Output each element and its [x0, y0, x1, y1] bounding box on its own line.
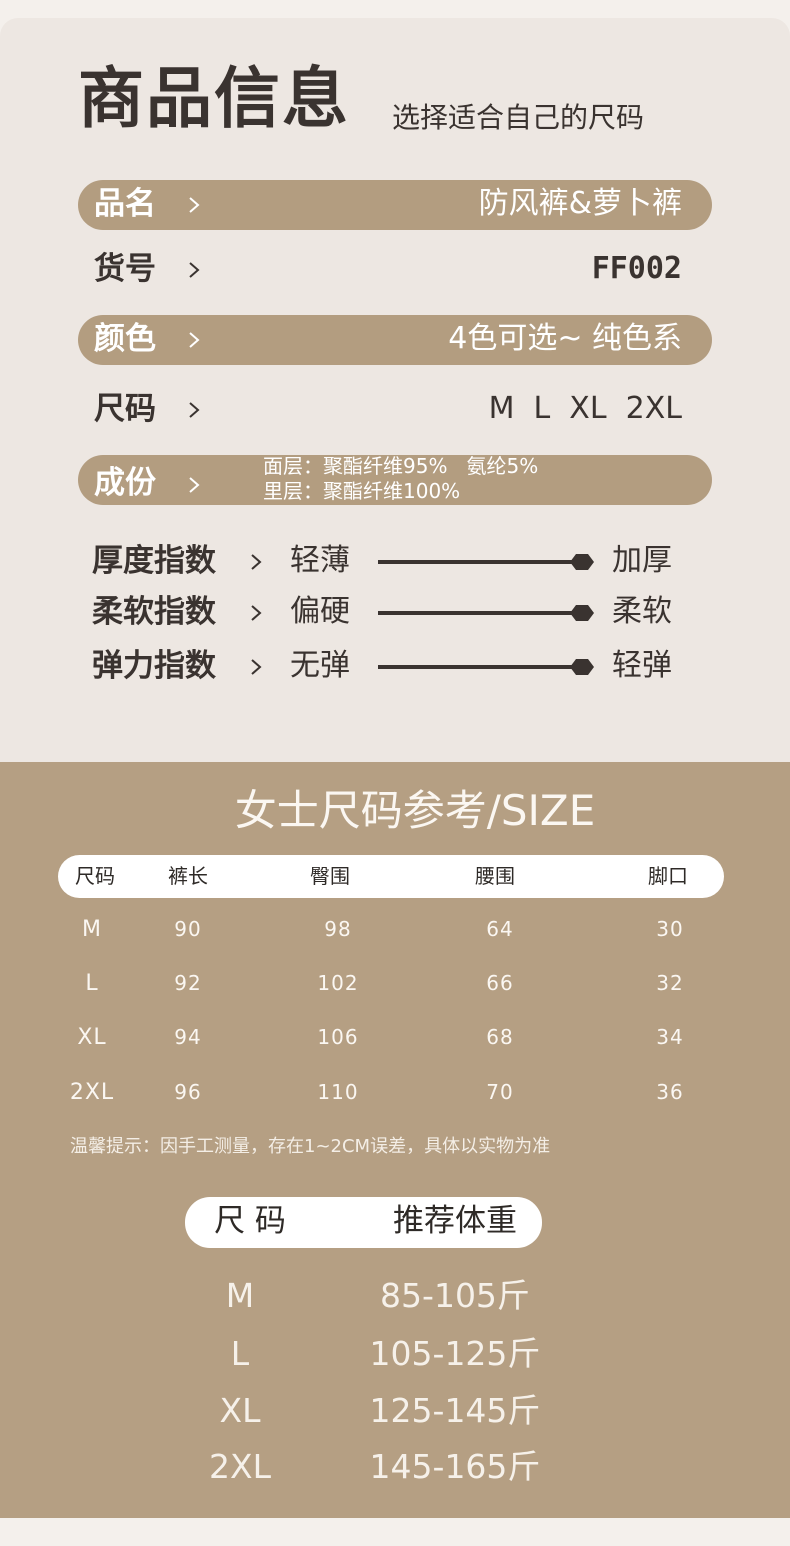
size-cell: 32 [656, 971, 684, 995]
size-header: 脚口 [648, 864, 688, 888]
size-cell: 68 [486, 1025, 514, 1049]
size-title: 女士尺码参考/SIZE [234, 786, 596, 835]
size-header: 裤长 [168, 864, 208, 888]
info-pill [78, 315, 712, 365]
index-label: 弹力指数 [92, 648, 216, 684]
size-cell: 102 [317, 971, 359, 995]
index-right: 轻弹 [612, 648, 672, 683]
subtitle: 选择适合自己的尺码 [392, 101, 645, 134]
size-cell: 94 [174, 1025, 202, 1049]
chevron [251, 605, 262, 621]
weight-header-bar [185, 1197, 542, 1248]
size-cell: 66 [486, 971, 514, 995]
size-cell: 90 [174, 917, 202, 941]
weight-cell: 2XL [209, 1447, 271, 1486]
index-right: 加厚 [612, 543, 672, 578]
info-value: FF002 [591, 251, 682, 286]
info-label: 品名 [94, 186, 156, 222]
index-slider [378, 554, 594, 570]
size-cell: 106 [317, 1025, 359, 1049]
chevron [251, 554, 262, 570]
info-label: 颜色 [94, 321, 156, 357]
info-value: 4色可选~ 纯色系 [448, 321, 682, 356]
size-cell: 110 [317, 1080, 359, 1104]
info-label: 货号 [94, 251, 156, 287]
size-cell: 96 [174, 1080, 202, 1104]
info-value: 防风裤&萝卜裤 [478, 186, 682, 221]
size-cell: 98 [324, 917, 352, 941]
chevron [189, 402, 200, 418]
index-slider [378, 659, 594, 675]
size-header-bar [58, 855, 724, 898]
size-cell: 30 [656, 917, 684, 941]
chevron [189, 332, 200, 348]
size-cell: L [85, 971, 99, 996]
chevron [189, 197, 200, 213]
index-left: 轻薄 [290, 543, 350, 578]
index-label: 厚度指数 [92, 543, 216, 579]
composition-line: 里层：聚酯纤维100% [263, 479, 461, 503]
composition-line: 面层：聚酯纤维95% 氨纶5% [263, 454, 539, 478]
size-cell: 92 [174, 971, 202, 995]
size-cell: 64 [486, 917, 514, 941]
weight-cell: 125-145斤 [369, 1391, 541, 1430]
index-slider [378, 605, 594, 621]
info-value: M L XL 2XL [488, 391, 682, 426]
info-pill [78, 180, 712, 230]
weight-header: 推荐体重 [393, 1203, 517, 1239]
index-right: 柔软 [612, 594, 672, 629]
title: 商品信息 [78, 60, 350, 137]
size-cell: XL [77, 1025, 107, 1050]
weight-cell: M [225, 1276, 255, 1315]
weight-cell: 105-125斤 [369, 1334, 541, 1373]
size-cell: 36 [656, 1080, 684, 1104]
note: 温馨提示：因手工测量，存在1~2CM误差，具体以实物为准 [70, 1136, 551, 1157]
size-cell: 34 [656, 1025, 684, 1049]
weight-header: 尺 码 [214, 1203, 286, 1239]
index-left: 无弹 [290, 648, 350, 683]
composition-label: 成份 [94, 465, 156, 501]
chevron [189, 262, 200, 278]
size-cell: 70 [486, 1080, 514, 1104]
size-header: 臀围 [310, 864, 350, 888]
top-panel [0, 18, 790, 762]
weight-cell: L [230, 1334, 250, 1373]
index-label: 柔软指数 [92, 594, 216, 630]
info-label: 尺码 [94, 391, 156, 427]
size-cell: 2XL [69, 1080, 115, 1105]
size-header: 腰围 [475, 864, 515, 888]
size-cell: M [82, 917, 102, 942]
weight-cell: XL [219, 1391, 261, 1430]
weight-cell: 145-165斤 [369, 1447, 541, 1486]
size-header: 尺码 [75, 864, 115, 888]
info-pill [78, 455, 712, 505]
chevron [251, 659, 262, 675]
chevron [189, 477, 200, 493]
weight-cell: 85-105斤 [380, 1276, 530, 1315]
index-left: 偏硬 [290, 594, 350, 629]
